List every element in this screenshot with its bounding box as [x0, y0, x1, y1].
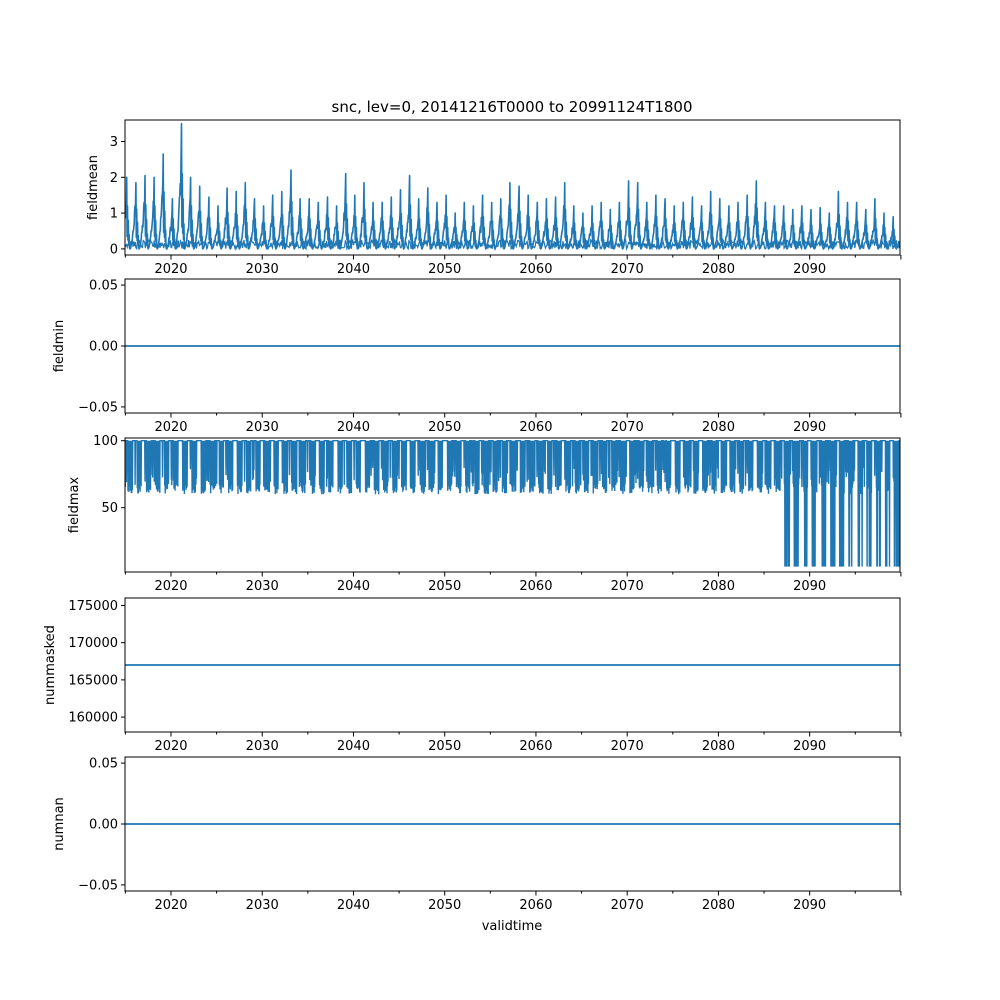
x-tick-label-fieldmin: 2020 [154, 420, 187, 435]
x-tick-label-fieldmin: 2060 [519, 420, 552, 435]
x-tick-label-fieldmin: 2040 [337, 420, 370, 435]
y-axis-label-fieldmin: fieldmin [52, 320, 67, 373]
x-tick-label-fieldmin: 2030 [246, 420, 279, 435]
y-tick-label-fieldmax: 100 [93, 434, 118, 449]
axes-frame-fieldmax [124, 437, 901, 573]
x-tick-label-nummasked: 2080 [702, 739, 735, 754]
axes-frame-fieldmean [124, 119, 901, 256]
x-tick-label-nummasked: 2060 [519, 739, 552, 754]
x-tick-label-fieldmax: 2090 [793, 579, 826, 594]
x-tick-label-nummasked: 2030 [246, 739, 279, 754]
y-tick-label-nummasked: 170000 [68, 636, 118, 651]
subplot-nummasked: 160000 165000 170000 175000 nummasked 2020 203… [43, 597, 902, 754]
chart-title: snc, lev=0, 20141216T0000 to 20991124T18… [332, 98, 693, 116]
x-tick-label-fieldmax: 2020 [154, 579, 187, 594]
y-tick-label-fieldmax: 50 [101, 501, 118, 516]
x-tick-label-fieldmean: 2060 [519, 262, 552, 277]
y-axis-label-fieldmean: fieldmean [86, 155, 101, 220]
x-tick-label-fieldmax: 2040 [337, 579, 370, 594]
subplots: 0 1 2 3 fieldmean 2020 2030 2040 2050 2060 2070 208… [43, 119, 902, 913]
x-axis-label: validtime [482, 919, 543, 934]
x-tick-label-fieldmax: 2030 [246, 579, 279, 594]
x-tick-label-fieldmean: 2080 [702, 262, 735, 277]
x-tick-label-fieldmin: 2070 [611, 420, 644, 435]
x-tick-label-numnan: 2050 [428, 898, 461, 913]
subplot-fieldmax: 50 100 fieldmax 2020 2030 2040 2050 2060 2070 208… [67, 434, 902, 594]
x-tick-label-fieldmean: 2050 [428, 262, 461, 277]
x-tick-label-fieldmean: 2090 [793, 262, 826, 277]
y-tick-label-fieldmin: 0.05 [89, 279, 118, 294]
y-axis-label-nummasked: nummasked [43, 625, 58, 705]
x-tick-label-nummasked: 2070 [611, 739, 644, 754]
x-tick-label-numnan: 2040 [337, 898, 370, 913]
y-axis-label-fieldmax: fieldmax [67, 477, 82, 534]
x-tick-label-fieldmin: 2090 [793, 420, 826, 435]
y-tick-label-numnan: −0.05 [78, 878, 118, 893]
x-tick-label-fieldmax: 2060 [519, 579, 552, 594]
y-tick-label-numnan: 0.05 [89, 757, 118, 772]
series-line-fieldmean-baseline [125, 237, 900, 252]
x-tick-label-nummasked: 2090 [793, 739, 826, 754]
plot-area-fieldmax [125, 440, 900, 567]
x-tick-label-fieldmin: 2050 [428, 420, 461, 435]
subplot-fieldmean: 0 1 2 3 fieldmean 2020 2030 2040 2050 2060 2070 208… [86, 119, 902, 277]
y-tick-label-nummasked: 165000 [68, 673, 118, 688]
y-tick-label-numnan: 0.00 [89, 818, 118, 833]
x-tick-label-nummasked: 2020 [154, 739, 187, 754]
x-tick-label-fieldmax: 2080 [702, 579, 735, 594]
x-tick-label-numnan: 2090 [793, 898, 826, 913]
y-tick-label-fieldmin: 0.00 [89, 340, 118, 355]
x-tick-label-nummasked: 2050 [428, 739, 461, 754]
x-tick-label-numnan: 2030 [246, 898, 279, 913]
x-tick-label-fieldmax: 2070 [611, 579, 644, 594]
y-tick-label-fieldmean: 0 [110, 242, 118, 257]
x-tick-label-fieldmean: 2070 [611, 262, 644, 277]
y-tick-label-fieldmean: 3 [110, 135, 118, 150]
series-line-fieldmax [125, 440, 900, 567]
plot-area-fieldmean [125, 122, 900, 252]
x-tick-label-fieldmin: 2080 [702, 420, 735, 435]
axes-frame-nummasked [124, 597, 901, 733]
x-tick-label-fieldmean: 2040 [337, 262, 370, 277]
x-tick-label-fieldmean: 2030 [246, 262, 279, 277]
y-tick-label-nummasked: 160000 [68, 711, 118, 726]
y-tick-label-fieldmin: −0.05 [78, 400, 118, 415]
x-tick-label-numnan: 2080 [702, 898, 735, 913]
x-tick-label-numnan: 2070 [611, 898, 644, 913]
y-tick-label-nummasked: 175000 [68, 599, 118, 614]
x-tick-label-fieldmean: 2020 [154, 262, 187, 277]
x-tick-label-fieldmax: 2050 [428, 579, 461, 594]
subplot-numnan: −0.05 0.00 0.05 numnan 2020 2030 2040 2050 2060 2… [52, 756, 902, 913]
x-tick-label-numnan: 2020 [154, 898, 187, 913]
subplot-fieldmin: −0.05 0.00 0.05 fieldmin 2020 2030 2040 2050 206… [52, 278, 902, 435]
y-tick-label-fieldmean: 2 [110, 171, 118, 186]
x-tick-label-numnan: 2060 [519, 898, 552, 913]
y-axis-label-numnan: numnan [52, 797, 67, 851]
x-tick-label-nummasked: 2040 [337, 739, 370, 754]
y-tick-label-fieldmean: 1 [110, 207, 118, 222]
